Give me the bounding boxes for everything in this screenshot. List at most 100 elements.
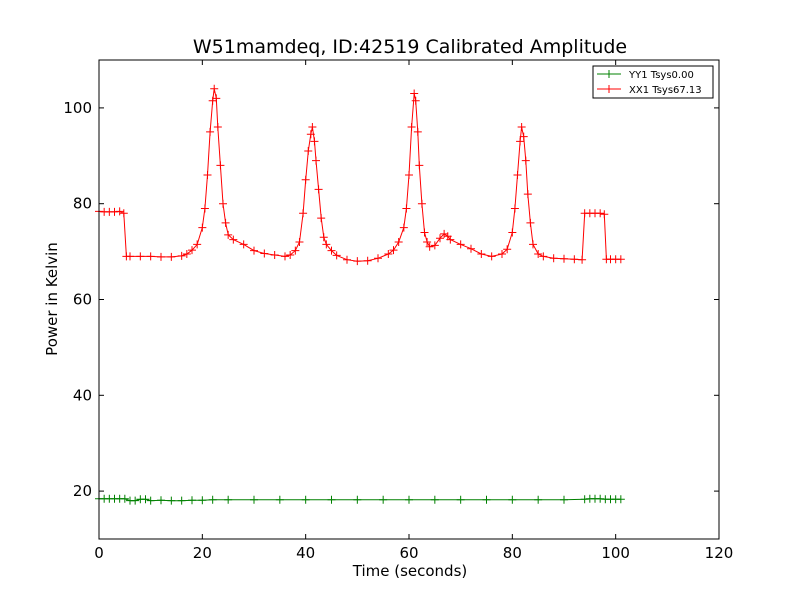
data-point — [529, 240, 537, 249]
data-point — [206, 127, 215, 136]
data-point — [523, 190, 532, 199]
data-point — [482, 495, 491, 504]
data-point — [177, 496, 186, 505]
data-point — [301, 175, 310, 184]
data-point — [423, 238, 432, 247]
data-point — [413, 127, 422, 136]
data-point — [498, 249, 506, 258]
data-point — [314, 185, 323, 194]
x-tick-label: 20 — [193, 544, 212, 562]
data-point — [281, 252, 289, 261]
data-point — [120, 494, 129, 503]
data-point — [317, 214, 326, 223]
data-point — [188, 496, 196, 505]
series-line — [98, 88, 621, 262]
legend: YY1 Tsys0.00 XX1 Tsys67.13 — [592, 65, 714, 99]
data-point — [436, 234, 444, 243]
data-point — [203, 170, 212, 179]
x-tick-label: 80 — [503, 544, 522, 562]
data-point — [250, 246, 258, 255]
data-point — [198, 496, 207, 505]
data-point — [467, 244, 475, 253]
data-point — [379, 495, 388, 504]
data-point — [146, 496, 155, 505]
data-point — [510, 204, 519, 213]
data-point — [198, 223, 207, 232]
legend-box — [592, 65, 714, 99]
data-point — [616, 255, 625, 264]
data-point — [239, 240, 248, 249]
data-point — [430, 495, 439, 504]
y-axis-label: Power in Kelvin — [43, 242, 61, 356]
legend-marker — [605, 70, 613, 78]
legend-entry-label: YY1 Tsys0.00 — [628, 70, 694, 81]
data-point — [417, 199, 426, 208]
data-point — [299, 209, 308, 218]
data-point — [415, 161, 424, 170]
series-layer — [95, 84, 625, 505]
y-tick-label: 20 — [73, 482, 92, 500]
data-point — [487, 252, 496, 261]
legend-marker — [605, 85, 613, 93]
data-point — [131, 496, 140, 505]
series-0 — [95, 494, 625, 505]
x-tick-label: 100 — [601, 544, 630, 562]
data-point — [304, 147, 313, 156]
data-point — [549, 254, 558, 263]
data-point — [420, 228, 429, 237]
data-point — [363, 256, 372, 265]
data-point — [210, 84, 219, 93]
data-point — [188, 246, 196, 255]
data-point — [126, 252, 134, 261]
data-point — [308, 123, 317, 132]
data-point — [275, 495, 284, 504]
data-point — [115, 207, 124, 216]
data-point — [312, 156, 320, 165]
data-point — [291, 246, 300, 255]
x-tick-label: 40 — [296, 544, 315, 562]
data-point — [513, 170, 522, 179]
data-point — [446, 235, 455, 244]
legend-entry-label: XX1 Tsys67.13 — [629, 85, 702, 96]
data-point — [343, 255, 351, 264]
data-point — [310, 137, 319, 146]
y-tick-label: 100 — [63, 99, 92, 117]
data-point — [503, 245, 512, 254]
data-point — [167, 496, 176, 505]
x-tick-label: 60 — [399, 544, 418, 562]
data-point — [119, 209, 128, 218]
data-point — [327, 495, 336, 504]
chart-title: W51mamdeq, ID:42519 Calibrated Amplitude — [193, 36, 627, 58]
data-point — [353, 495, 362, 504]
data-point — [221, 218, 230, 227]
data-point — [407, 123, 416, 132]
plot-frame — [98, 59, 720, 540]
data-point — [477, 249, 486, 258]
data-point — [389, 246, 398, 255]
data-point — [600, 210, 609, 219]
data-point — [456, 240, 465, 249]
data-point — [327, 246, 336, 255]
data-point — [216, 161, 225, 170]
data-point — [146, 252, 155, 261]
data-point — [521, 156, 530, 165]
data-point — [539, 252, 548, 261]
data-point — [374, 254, 382, 263]
data-point — [519, 132, 528, 141]
data-point — [534, 495, 543, 504]
data-point — [560, 495, 568, 504]
data-point — [456, 495, 465, 504]
data-point — [224, 230, 233, 239]
y-tick-label: 80 — [73, 195, 92, 213]
data-point — [219, 199, 227, 208]
data-point — [332, 251, 341, 260]
data-point — [353, 257, 362, 266]
data-point — [322, 240, 331, 249]
data-point — [157, 496, 165, 505]
data-point — [516, 137, 525, 146]
data-point — [534, 249, 543, 258]
data-point — [208, 495, 217, 504]
data-point — [182, 249, 191, 258]
data-point — [570, 255, 579, 264]
